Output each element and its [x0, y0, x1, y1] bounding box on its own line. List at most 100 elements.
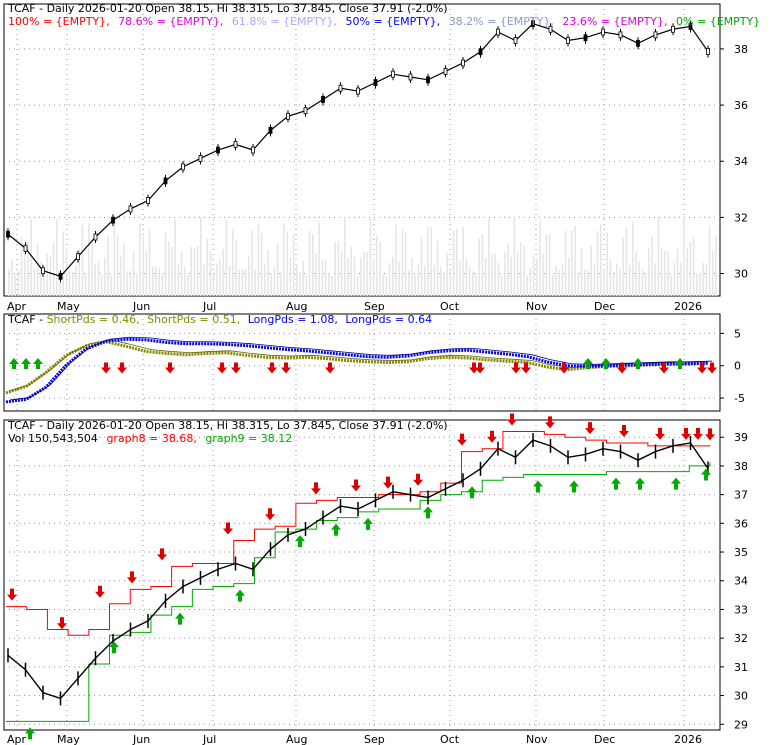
volume-bar [248, 256, 250, 296]
volume-bar [312, 234, 314, 296]
volume-bar [318, 222, 320, 296]
volume-bar [244, 269, 247, 296]
price-panel-frame [3, 3, 721, 297]
volume-bar [398, 261, 400, 296]
channel-buy-arrow [423, 506, 433, 519]
volume-bar [516, 252, 519, 296]
volume-bar [241, 268, 244, 296]
volume-bar [641, 269, 644, 296]
channel-y-tick-label: 32 [734, 632, 748, 645]
volume-bar [436, 240, 439, 296]
channel-grid [4, 420, 720, 730]
fib-legend: 100% = {EMPTY}, 78.6% = {EMPTY}, 61.8% =… [8, 15, 760, 28]
volume-bar [523, 246, 525, 296]
price-candle-body [618, 31, 623, 39]
volume-bar [136, 273, 138, 296]
price-candle-body [58, 272, 63, 280]
volume-bar [680, 262, 682, 296]
channel-buy-arrow [235, 589, 245, 602]
volume-bar [315, 253, 317, 296]
volume-bar [164, 232, 167, 296]
volume-bar [116, 236, 119, 296]
volume-bar [686, 247, 688, 296]
volume-bar [62, 231, 64, 296]
volume-bar [302, 260, 304, 296]
volume-bar [612, 271, 615, 296]
volume-bar [443, 273, 445, 296]
sell-arrow [559, 362, 569, 374]
volume-bar [8, 269, 10, 296]
channel-x-tick-label: Oct [440, 733, 460, 745]
sell-arrow [511, 362, 521, 374]
oscillator-legend-long1: LongPds = 1.08, [248, 313, 338, 326]
volume-bar [203, 264, 205, 296]
oscillator-y-tick-label: -5 [734, 392, 745, 405]
volume-bar [145, 250, 148, 296]
volume-bar [433, 265, 436, 296]
channel-buy-arrow [533, 480, 543, 493]
volume-bar [427, 226, 429, 296]
price-candle-body [391, 70, 395, 78]
volume-bar [88, 223, 90, 296]
volume-bar [500, 275, 503, 296]
volume-bar [356, 275, 359, 296]
sell-arrow [117, 362, 127, 374]
channel-sell-arrow [265, 508, 275, 521]
volume-bar [520, 243, 522, 296]
longpds-thin-line [9, 336, 713, 401]
volume-bar [334, 241, 336, 296]
volume-bar [190, 246, 192, 296]
oscillator-legend: TCAF - ShortPds = 0.46, ShortPds = 0.51,… [7, 313, 432, 326]
price-candle-body [513, 37, 518, 44]
volume-bar [504, 251, 506, 296]
volume-bar [273, 266, 276, 296]
volume-bar [337, 241, 340, 296]
channel-buy-arrow [569, 480, 579, 493]
oscillator-grid [4, 314, 720, 411]
fib-legend-50: 50% = {EMPTY}, [346, 15, 441, 28]
volume-bar [289, 258, 292, 296]
volume-bar [347, 258, 349, 296]
channel-arrows [7, 413, 715, 740]
channel-buy-arrow [611, 477, 621, 490]
channel-y-tick-label: 37 [734, 489, 748, 502]
channel-y-tick-label: 39 [734, 431, 748, 444]
volume-bar [177, 264, 180, 296]
volume-bar [452, 229, 455, 296]
volume-bar [632, 222, 634, 296]
volume-bar [683, 218, 685, 296]
volume-bar [78, 248, 80, 296]
price-x-tick-label: Sep [364, 300, 385, 313]
volume-bar [328, 273, 330, 296]
channel-buy-arrow [109, 641, 119, 654]
volume-bar [174, 219, 176, 296]
volume-bar [254, 269, 256, 296]
buy-arrow [675, 357, 685, 369]
volume-bar [286, 231, 288, 296]
volume-bar [152, 266, 154, 296]
sell-arrow [281, 362, 291, 374]
volume-bar [187, 274, 189, 296]
volume-bar [120, 256, 122, 296]
price-x-tick-label: Aug [286, 300, 307, 313]
fib-legend-618: 61.8% = {EMPTY}, [232, 15, 337, 28]
volume-bar [209, 251, 212, 296]
channel-sell-arrow [507, 413, 517, 426]
channel-sell-arrow [7, 588, 17, 601]
volume-bar [472, 271, 474, 296]
price-candle-body [408, 73, 413, 81]
volume-bar [27, 240, 29, 296]
price-candle-body [636, 39, 640, 47]
channel-sell-arrow [311, 482, 321, 495]
price-panel-title: TCAF - Daily 2026-01-20 Open 38.15, Hi 3… [7, 2, 448, 15]
volume-bar [539, 220, 541, 296]
volume-bar [552, 274, 554, 296]
volume-bar [36, 243, 39, 296]
volume-bar [382, 273, 384, 296]
longpds-line [5, 337, 709, 404]
oscillator-legend-name: TCAF - [7, 313, 47, 326]
sell-arrow [697, 362, 707, 374]
volume-bar [440, 266, 442, 296]
volume-bar [488, 218, 490, 296]
